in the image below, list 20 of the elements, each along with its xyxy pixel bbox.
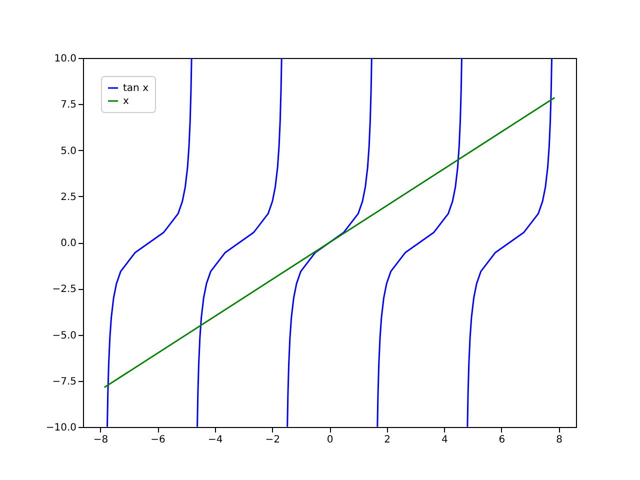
x-tick-label: −8 — [93, 434, 108, 446]
y-tick-label: 7.5 — [60, 100, 76, 111]
legend-label: tan x — [123, 83, 149, 94]
y-tick-label: −10.0 — [46, 422, 76, 434]
y-tick-label: 5.0 — [60, 146, 76, 157]
x-tick-label: 4 — [441, 434, 448, 446]
x-tick-label: 8 — [556, 434, 562, 446]
y-tick-label: −7.5 — [52, 376, 76, 388]
y-tick-label: 0.0 — [60, 238, 76, 249]
y-tick-label: 10.0 — [54, 54, 76, 64]
x-tick-label: −4 — [208, 434, 223, 446]
x-tick-label: 2 — [384, 434, 391, 446]
legend-label: x — [123, 96, 129, 107]
y-tick-label: −2.5 — [52, 284, 76, 296]
x-tick-label: 6 — [498, 434, 506, 446]
x-tick-label: −6 — [150, 434, 166, 446]
x-tick-label: 0 — [326, 434, 334, 446]
x-tick-label: −2 — [265, 434, 280, 446]
y-tick-label: −5.0 — [52, 330, 76, 342]
y-tick-label: 2.5 — [60, 192, 76, 203]
